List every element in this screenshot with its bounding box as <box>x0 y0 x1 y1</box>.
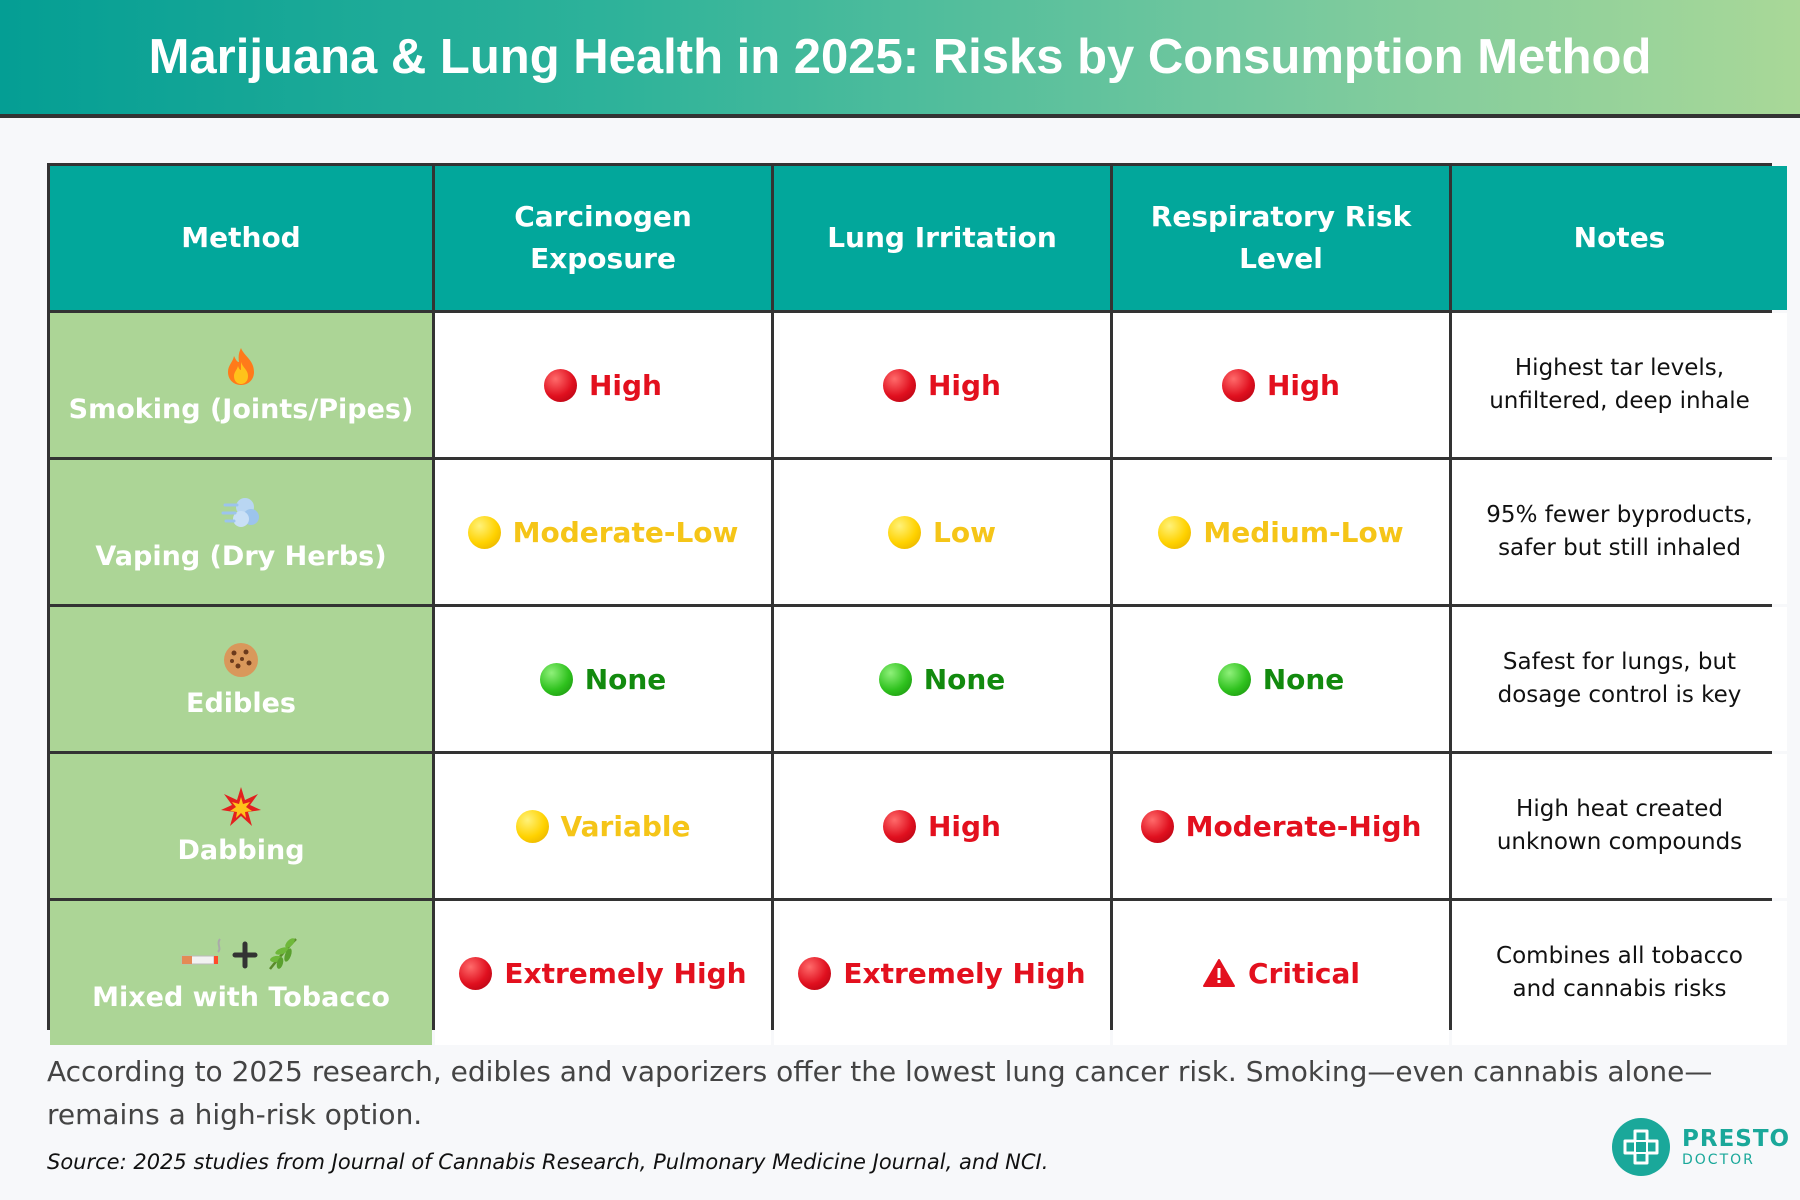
risk-label: High <box>927 368 1001 402</box>
yellow-circle-icon <box>1158 515 1192 549</box>
red-circle-icon <box>459 956 493 990</box>
method-cell-vaping: Vaping (Dry Herbs) <box>50 460 432 604</box>
notes-cell: Safest for lungs, but dosage control is … <box>1452 607 1787 751</box>
logo-line1: PRESTO <box>1682 1126 1791 1152</box>
risk-label: None <box>1262 662 1345 696</box>
risk-label: None <box>584 662 667 696</box>
cigarette-plus-herb-icon <box>180 934 302 974</box>
yellow-circle-icon <box>888 515 922 549</box>
yellow-circle-icon <box>515 809 549 843</box>
header-carcinogen: Carcinogen Exposure <box>435 166 771 310</box>
respiratory-cell: Critical <box>1113 901 1449 1045</box>
red-circle-icon <box>798 956 832 990</box>
risk-label: None <box>923 662 1006 696</box>
dash-wind-icon <box>221 493 261 533</box>
risk-label: Medium-Low <box>1203 515 1404 549</box>
risk-label: Extremely High <box>504 956 747 990</box>
method-label: Vaping (Dry Herbs) <box>95 540 387 572</box>
green-circle-icon <box>539 662 573 696</box>
respiratory-cell: Moderate-High <box>1113 754 1449 898</box>
irritation-cell: Low <box>774 460 1110 604</box>
risk-label: Moderate-High <box>1185 809 1422 843</box>
page-title: Marijuana & Lung Health in 2025: Risks b… <box>148 30 1652 84</box>
notes-cell: Combines all tobacco and cannabis risks <box>1452 901 1787 1045</box>
risk-label: Variable <box>560 809 691 843</box>
method-cell-tobacco: Mixed with Tobacco <box>50 901 432 1045</box>
respiratory-cell: Medium-Low <box>1113 460 1449 604</box>
irritation-cell: None <box>774 607 1110 751</box>
carcinogen-cell: None <box>435 607 771 751</box>
method-label: Dabbing <box>177 834 305 866</box>
header-method: Method <box>50 166 432 310</box>
logo-line2: DOCTOR <box>1682 1152 1755 1168</box>
method-label: Smoking (Joints/Pipes) <box>68 393 414 425</box>
notes-cell: Highest tar levels, unfiltered, deep inh… <box>1452 313 1787 457</box>
red-circle-icon <box>882 368 916 402</box>
header-respiratory: Respiratory Risk Level <box>1113 166 1449 310</box>
method-label: Edibles <box>186 687 296 719</box>
cookie-icon <box>222 640 260 680</box>
carcinogen-cell: Extremely High <box>435 901 771 1045</box>
plus-icon <box>232 941 258 968</box>
risk-label: High <box>1266 368 1340 402</box>
respiratory-cell: High <box>1113 313 1449 457</box>
header-banner: Marijuana & Lung Health in 2025: Risks b… <box>0 0 1800 118</box>
irritation-cell: High <box>774 313 1110 457</box>
risk-label: Low <box>933 515 996 549</box>
risk-label: Extremely High <box>843 956 1086 990</box>
header-irritation: Lung Irritation <box>774 166 1110 310</box>
cigarette-icon <box>181 937 221 964</box>
red-circle-icon <box>882 809 916 843</box>
presto-doctor-logo: PRESTO DOCTOR <box>1612 1118 1790 1176</box>
notes-cell: High heat created unknown compounds <box>1452 754 1787 898</box>
carcinogen-cell: High <box>435 313 771 457</box>
header-notes: Notes <box>1452 166 1787 310</box>
red-circle-icon <box>1140 809 1174 843</box>
notes-cell: 95% fewer byproducts, safer but still in… <box>1452 460 1787 604</box>
collision-icon <box>220 786 262 827</box>
yellow-circle-icon <box>467 515 501 549</box>
risk-label: High <box>588 368 662 402</box>
irritation-cell: Extremely High <box>774 901 1110 1045</box>
method-cell-dabbing: Dabbing <box>50 754 432 898</box>
warning-icon <box>1202 959 1235 987</box>
red-circle-icon <box>543 368 577 402</box>
red-circle-icon <box>1221 368 1255 402</box>
respiratory-cell: None <box>1113 607 1449 751</box>
method-cell-edibles: Edibles <box>50 607 432 751</box>
irritation-cell: High <box>774 754 1110 898</box>
carcinogen-cell: Moderate-Low <box>435 460 771 604</box>
method-cell-smoking: Smoking (Joints/Pipes) <box>50 313 432 457</box>
green-circle-icon <box>878 662 912 696</box>
risk-label: High <box>927 809 1001 843</box>
herb-icon <box>269 937 297 970</box>
risk-label: Moderate-Low <box>512 515 739 549</box>
method-label: Mixed with Tobacco <box>92 981 390 1013</box>
green-circle-icon <box>1217 662 1251 696</box>
risk-label: Critical <box>1247 956 1361 990</box>
source-citation: Source: 2025 studies from Journal of Can… <box>47 1150 1049 1174</box>
carcinogen-cell: Variable <box>435 754 771 898</box>
fire-icon <box>224 346 258 386</box>
risk-table: Method Carcinogen Exposure Lung Irritati… <box>47 163 1787 1045</box>
medical-cross-icon <box>1612 1118 1670 1176</box>
summary-text: According to 2025 research, edibles and … <box>47 1055 1713 1131</box>
